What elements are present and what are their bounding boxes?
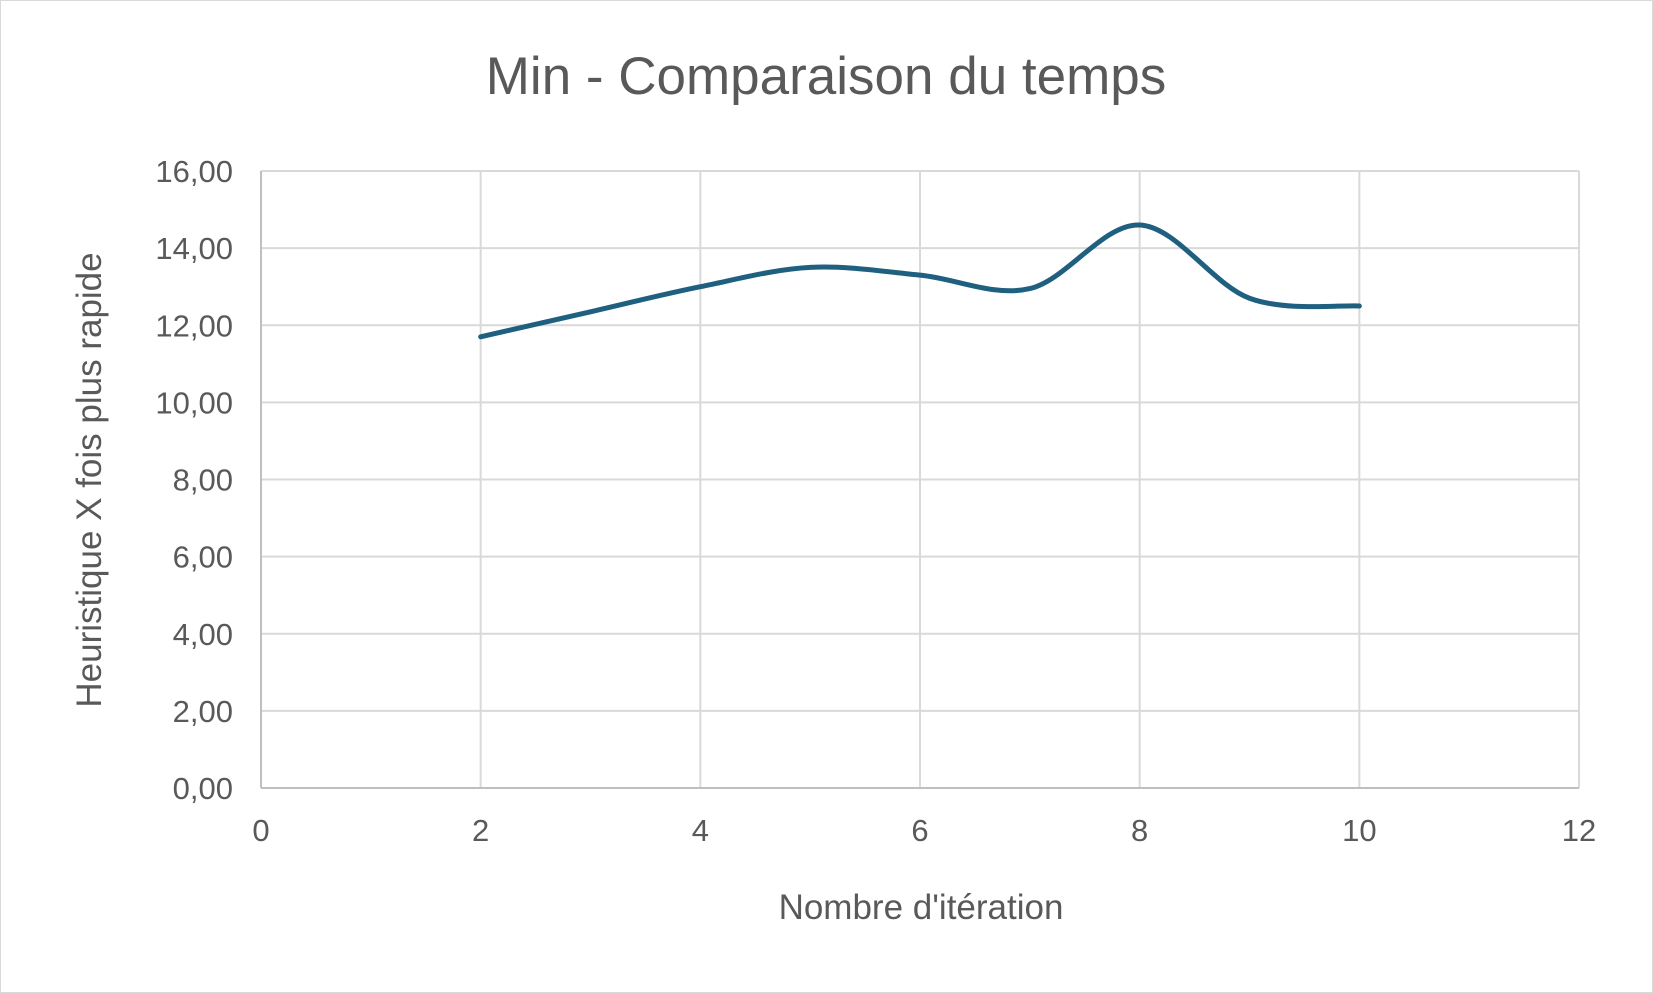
x-tick-label: 12 — [1562, 813, 1596, 848]
x-tick-label: 8 — [1131, 813, 1148, 848]
x-axis-title: Nombre d'itération — [779, 888, 1064, 927]
y-tick-label: 4,00 — [173, 617, 233, 652]
y-tick-label: 0,00 — [173, 771, 233, 806]
gridlines — [261, 170, 1580, 788]
y-tick-label: 12,00 — [155, 308, 233, 343]
chart-title: Min - Comparaison du temps — [486, 47, 1166, 106]
y-axis-title: Heuristique X fois plus rapide — [70, 252, 109, 707]
x-tick-label: 0 — [252, 813, 269, 848]
y-tick-label: 16,00 — [155, 154, 233, 189]
x-tick-label: 6 — [911, 813, 928, 848]
y-tick-label: 2,00 — [173, 694, 233, 729]
y-tick-label: 6,00 — [173, 540, 233, 575]
axes — [260, 171, 1579, 789]
x-tick-label: 2 — [472, 813, 489, 848]
series-line — [478, 222, 1362, 340]
series — [478, 222, 1362, 340]
x-tick-label: 10 — [1342, 813, 1376, 848]
x-tick-label: 4 — [692, 813, 709, 848]
y-tick-label: 8,00 — [173, 463, 233, 498]
tick-labels: 0,00 2,00 4,00 6,00 8,00 10,00 12,00 14,00 16,00… — [155, 154, 1596, 848]
y-tick-label: 10,00 — [155, 385, 233, 420]
y-tick-label: 14,00 — [155, 231, 233, 266]
